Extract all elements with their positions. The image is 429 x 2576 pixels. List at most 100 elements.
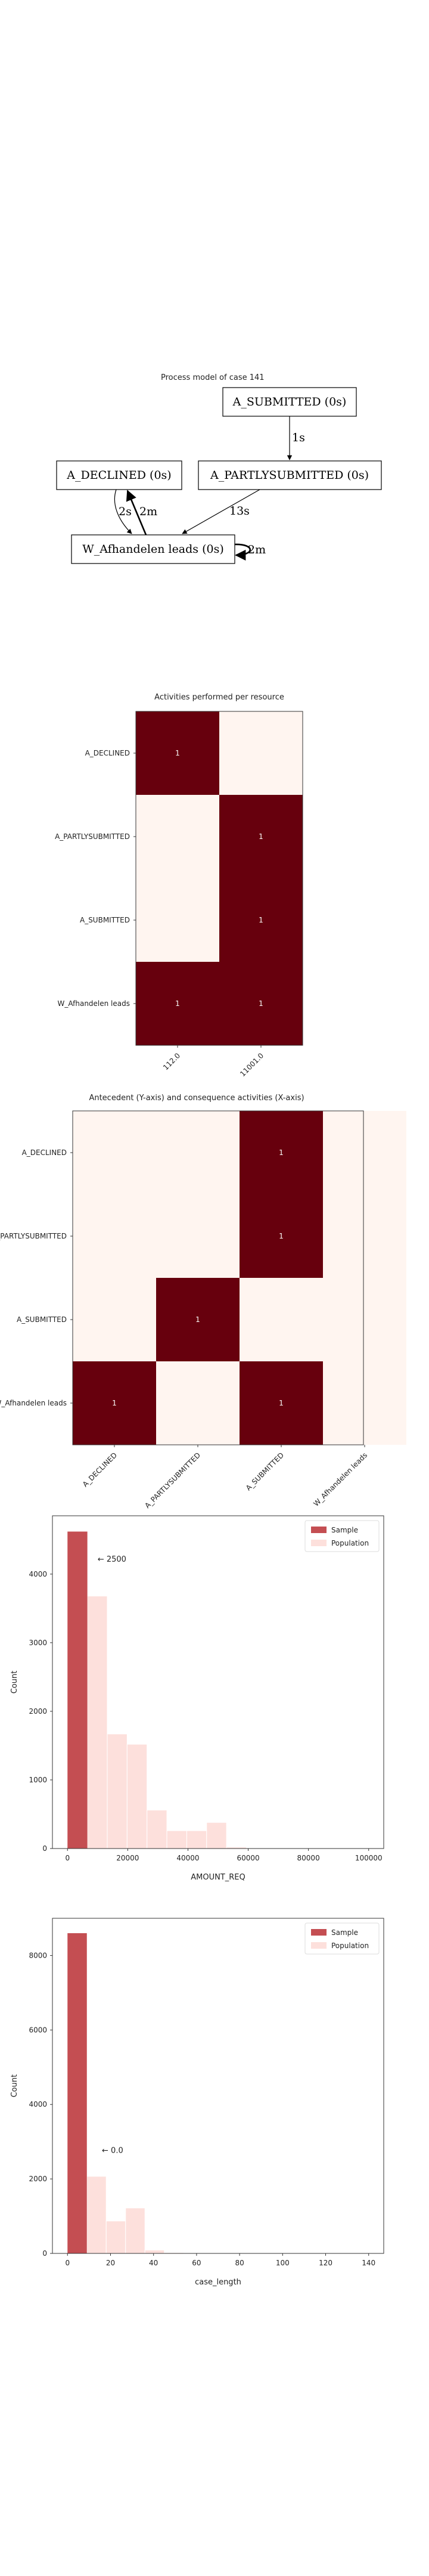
y-tick-label: 0 xyxy=(42,2249,47,2258)
heatmap-resources: Activities performed per resource 1 1 1 1 1 A… xyxy=(55,693,303,1078)
edge-declined-to-afhandelen: 2s xyxy=(114,489,132,534)
sample-bar xyxy=(67,1933,87,2253)
population-bar xyxy=(86,2176,107,2254)
edge-partlysubmitted-to-afhandelen: 13s xyxy=(182,489,260,534)
y-tick-label: A_PARTLYSUBMITTED xyxy=(55,832,130,841)
x-tick-label: 100000 xyxy=(355,1854,383,1862)
x-axis-label: AMOUNT_REQ xyxy=(191,1873,245,1882)
edge-label-2s: 2s xyxy=(119,505,132,518)
heatmap-cell xyxy=(240,1194,323,1278)
x-tick-label: A_PARTLYSUBMITTED xyxy=(143,1451,202,1510)
heatmap-cell xyxy=(73,1194,156,1278)
node-a-partlysubmitted: A_PARTLYSUBMITTED (0s) xyxy=(198,460,382,490)
x-tick-label: 40000 xyxy=(176,1854,199,1862)
edge-label-1s: 1s xyxy=(292,431,305,444)
y-tick-label: W_Afhandelen leads xyxy=(57,999,130,1008)
cell-value: 1 xyxy=(279,1232,284,1240)
plot-frame xyxy=(135,711,303,1046)
population-bar xyxy=(125,2207,145,2254)
heatmap-cell xyxy=(73,1361,156,1445)
node-a-partlysubmitted-label: A_PARTLYSUBMITTED (0s) xyxy=(210,469,369,482)
y-tick-label: A_SUBMITTED xyxy=(80,916,130,924)
heatmap-cell xyxy=(156,1111,240,1194)
y-tick-label: 4000 xyxy=(29,2100,47,2109)
population-bar xyxy=(166,1830,187,1849)
heatmap-cell xyxy=(323,1278,406,1361)
population-bar xyxy=(144,2249,165,2254)
legend-label: Sample xyxy=(331,1526,358,1534)
cell-value: 1 xyxy=(112,1399,117,1407)
x-tick-label: 100 xyxy=(276,2259,290,2267)
node-a-declined-label: A_DECLINED (0s) xyxy=(66,469,171,482)
node-a-submitted: A_SUBMITTED (0s) xyxy=(222,387,357,417)
x-tick-label: 0 xyxy=(65,2259,70,2267)
population-bar xyxy=(126,1744,148,1849)
histogram-case-length: 0 2000 4000 6000 8000 0 20 40 60 80 100 120 140 case_… xyxy=(10,1918,384,2287)
y-tick-label: A_DECLINED xyxy=(85,749,130,757)
x-tick-label: 112.0 xyxy=(161,1051,182,1072)
y-tick-label: W_Afhandelen leads xyxy=(0,1399,67,1407)
y-tick-label: 1000 xyxy=(29,1776,47,1784)
heatmap-cell xyxy=(156,1278,240,1361)
y-tick-label: 4000 xyxy=(29,1570,47,1578)
population-bar xyxy=(105,2221,126,2254)
x-tick-label: 11001.0 xyxy=(238,1051,265,1078)
cell-value: 1 xyxy=(195,1315,200,1324)
chart-title: Activities performed per resource xyxy=(154,693,284,702)
legend-swatch xyxy=(311,1527,327,1533)
edge-afhandelen-to-declined: 2m xyxy=(126,490,157,535)
heatmap-cell xyxy=(136,878,219,962)
sample-bar xyxy=(67,1531,88,1849)
heatmap-cell xyxy=(136,711,219,795)
edge-label-13s: 13s xyxy=(229,504,250,518)
legend-swatch xyxy=(311,1540,327,1546)
legend-swatch xyxy=(311,1929,327,1936)
heatmap-cell xyxy=(219,878,303,962)
legend-swatch xyxy=(311,1942,327,1949)
heatmap-cell xyxy=(156,1194,240,1278)
chart-title: Antecedent (Y-axis) and consequence acti… xyxy=(89,1094,304,1103)
edge-submitted-to-partlysubmitted: 1s xyxy=(287,416,305,460)
plot-frame xyxy=(52,1918,384,2254)
x-tick-label: W_Afhandelen leads xyxy=(312,1451,369,1508)
heatmap-cell xyxy=(219,711,303,795)
y-tick-label: 2000 xyxy=(29,1707,47,1716)
node-w-afhandelen-leads: W_Afhandelen leads (0s) xyxy=(71,534,235,564)
edge-afhandelen-self-loop: 2m xyxy=(234,543,266,561)
x-tick-label: 60 xyxy=(192,2259,201,2267)
population-bar xyxy=(186,1830,207,1849)
y-axis-label: Count xyxy=(10,1671,19,1694)
x-tick-label: 140 xyxy=(362,2259,375,2267)
process-model-graph: Process model of case 141 A_SUBMITTED (0… xyxy=(56,373,382,564)
y-tick-label: 2000 xyxy=(29,2175,47,2183)
x-tick-label: 60000 xyxy=(237,1854,259,1862)
node-w-afhandelen-leads-label: W_Afhandelen leads (0s) xyxy=(82,543,224,556)
edge-label-self-2m: 2m xyxy=(248,543,266,556)
y-tick-label: 8000 xyxy=(29,1951,47,1959)
x-axis-label: case_length xyxy=(195,2278,241,2287)
x-tick-label: 0 xyxy=(65,1854,70,1862)
y-tick-label: A_SUBMITTED xyxy=(17,1315,67,1324)
annotation: ← 2500 xyxy=(98,1555,126,1564)
heatmap-cell xyxy=(73,1111,156,1194)
population-bar xyxy=(206,1822,227,1849)
heatmap-cell xyxy=(136,795,219,878)
plot-frame xyxy=(72,1110,364,1445)
x-tick-label: 20000 xyxy=(116,1854,139,1862)
heatmap-cell xyxy=(240,1361,323,1445)
x-tick-label: 40 xyxy=(149,2259,158,2267)
plot-frame xyxy=(52,1515,384,1849)
x-tick-label: 80000 xyxy=(297,1854,320,1862)
population-bar xyxy=(87,1596,108,1849)
population-bar xyxy=(147,1810,167,1849)
cell-value: 1 xyxy=(259,999,263,1008)
y-tick-label: 6000 xyxy=(29,2026,47,2034)
cell-value: 1 xyxy=(175,999,180,1008)
heatmap-cell xyxy=(73,1278,156,1361)
x-tick-label: A_DECLINED xyxy=(81,1451,119,1488)
legend-label: Sample xyxy=(331,1928,358,1937)
x-tick-label: 120 xyxy=(319,2259,332,2267)
cell-value: 1 xyxy=(259,832,263,841)
x-tick-label: 80 xyxy=(235,2259,244,2267)
